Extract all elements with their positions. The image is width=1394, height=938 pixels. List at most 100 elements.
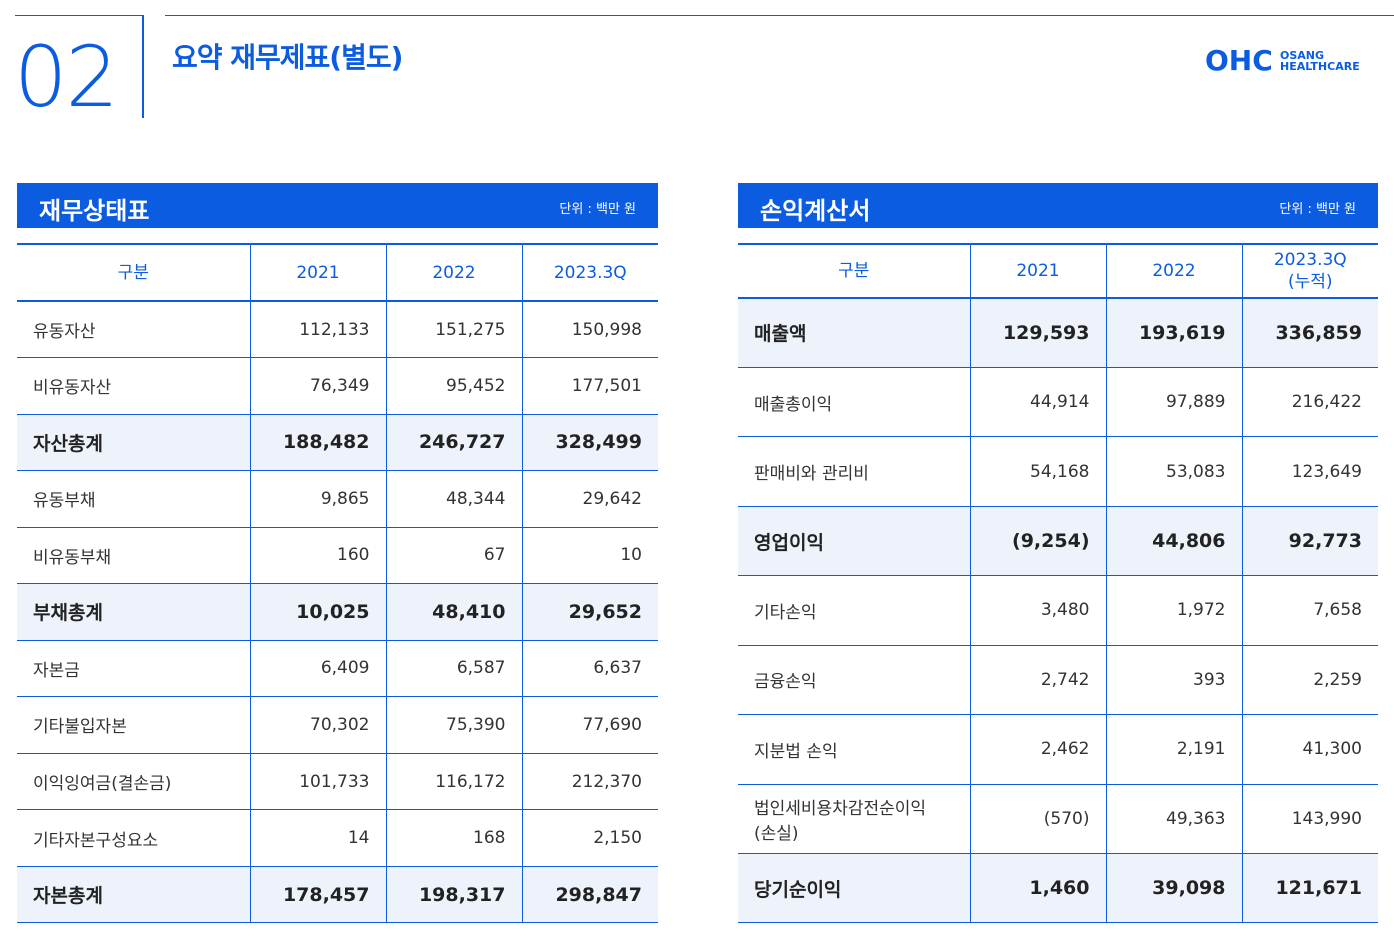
column-header: 2022 — [386, 243, 523, 302]
cell-value: 151,275 — [386, 301, 523, 359]
column-header: 구분 — [738, 243, 971, 299]
header-row: 구분 2021 2022 2023.3Q — [17, 243, 658, 302]
row-label: 이익잉여금(결손금) — [17, 753, 251, 811]
row-label: 금융손익 — [738, 645, 971, 716]
cell-value: 77,690 — [522, 696, 658, 754]
cell-value: 193,619 — [1106, 298, 1243, 368]
cell-value: 6,409 — [250, 640, 387, 698]
cell-value: 39,098 — [1106, 853, 1243, 924]
row: 비유동부채 160 67 10 — [17, 527, 658, 585]
cell-value: 1,460 — [970, 853, 1107, 924]
row: 법인세비용차감전순이익 (손실) (570) 49,363 143,990 — [738, 784, 1378, 855]
row-label: 기타불입자본 — [17, 696, 251, 754]
top-rule — [165, 15, 1394, 16]
cell-value: 3,480 — [970, 575, 1107, 646]
page-title: 요약 재무제표(별도) — [172, 41, 403, 74]
cell-value: 97,889 — [1106, 367, 1243, 438]
cell-value: 129,593 — [970, 298, 1107, 368]
cell-value: 6,637 — [522, 640, 658, 698]
row: 금융손익 2,742 393 2,259 — [738, 645, 1378, 716]
row: 기타자본구성요소 14 168 2,150 — [17, 809, 658, 867]
unit-label: 단위 : 백만 원 — [559, 202, 636, 217]
cell-value: 1,972 — [1106, 575, 1243, 646]
cell-value: 54,168 — [970, 436, 1107, 507]
row: 당기순이익 1,460 39,098 121,671 — [738, 853, 1378, 924]
cell-value: 336,859 — [1242, 298, 1378, 368]
cell-value: 188,482 — [250, 414, 387, 472]
row-label: 자본금 — [17, 640, 251, 698]
row-label: 부채총계 — [17, 583, 251, 641]
row-label: 매출액 — [738, 298, 971, 368]
cell-value: 116,172 — [386, 753, 523, 811]
row-label: 지분법 손익 — [738, 714, 971, 785]
cell-value: 123,649 — [1242, 436, 1378, 507]
column-header: 2022 — [1106, 243, 1243, 299]
row-label: 비유동부채 — [17, 527, 251, 585]
row-label: 판매비와 관리비 — [738, 436, 971, 507]
table: 구분 2021 2022 2023.3Q (누적) 매출액 129,593 193,619 3… — [738, 243, 1378, 924]
row-label: 유동자산 — [17, 301, 251, 359]
table: 구분 2021 2022 2023.3Q 유동자산 112,133 151,275 150,9… — [17, 243, 658, 924]
cell-value: 2,742 — [970, 645, 1107, 716]
cell-value: 92,773 — [1242, 506, 1378, 577]
table-header-bar: 재무상태표 단위 : 백만 원 — [17, 183, 658, 228]
cell-value: 75,390 — [386, 696, 523, 754]
row-label: 비유동자산 — [17, 357, 251, 415]
row: 매출총이익 44,914 97,889 216,422 — [738, 367, 1378, 438]
cell-value: 10,025 — [250, 583, 387, 641]
cell-value: 9,865 — [250, 470, 387, 528]
cell-value: (570) — [970, 784, 1107, 855]
row: 매출액 129,593 193,619 336,859 — [738, 298, 1378, 368]
row: 자본총계 178,457 198,317 298,847 — [17, 866, 658, 924]
cell-value: 49,363 — [1106, 784, 1243, 855]
cell-value: 212,370 — [522, 753, 658, 811]
cell-value: 44,914 — [970, 367, 1107, 438]
row: 자본금 6,409 6,587 6,637 — [17, 640, 658, 698]
cell-value: 2,462 — [970, 714, 1107, 785]
cell-value: 143,990 — [1242, 784, 1378, 855]
row-label: 영업이익 — [738, 506, 971, 577]
cell-value: 101,733 — [250, 753, 387, 811]
cell-value: 6,587 — [386, 640, 523, 698]
column-header: 2023.3Q — [522, 243, 658, 302]
cell-value: 29,642 — [522, 470, 658, 528]
section-number: 02 — [14, 28, 119, 126]
cell-value: 95,452 — [386, 357, 523, 415]
row: 지분법 손익 2,462 2,191 41,300 — [738, 714, 1378, 785]
row: 이익잉여금(결손금) 101,733 116,172 212,370 — [17, 753, 658, 811]
cell-value: 150,998 — [522, 301, 658, 359]
logo-line: OSANG — [1280, 49, 1325, 62]
row-label: 법인세비용차감전순이익 (손실) — [738, 784, 971, 855]
cell-value: 178,457 — [250, 866, 387, 924]
cell-value: 328,499 — [522, 414, 658, 472]
row-label: 자산총계 — [17, 414, 251, 472]
row-label: 당기순이익 — [738, 853, 971, 924]
cell-value: 41,300 — [1242, 714, 1378, 785]
row: 유동부채 9,865 48,344 29,642 — [17, 470, 658, 528]
row-label: 자본총계 — [17, 866, 251, 924]
row: 기타손익 3,480 1,972 7,658 — [738, 575, 1378, 646]
row: 비유동자산 76,349 95,452 177,501 — [17, 357, 658, 415]
unit-label: 단위 : 백만 원 — [1279, 202, 1356, 217]
row-label: 기타자본구성요소 — [17, 809, 251, 867]
cell-value: 10 — [522, 527, 658, 585]
cell-value: 121,671 — [1242, 853, 1378, 924]
cell-value: 2,191 — [1106, 714, 1243, 785]
cell-value: 48,344 — [386, 470, 523, 528]
cell-value: 53,083 — [1106, 436, 1243, 507]
cell-value: 67 — [386, 527, 523, 585]
cell-value: 48,410 — [386, 583, 523, 641]
cell-value: 76,349 — [250, 357, 387, 415]
row: 기타불입자본 70,302 75,390 77,690 — [17, 696, 658, 754]
row: 부채총계 10,025 48,410 29,652 — [17, 583, 658, 641]
cell-value: 70,302 — [250, 696, 387, 754]
row: 판매비와 관리비 54,168 53,083 123,649 — [738, 436, 1378, 507]
cell-value: 44,806 — [1106, 506, 1243, 577]
cell-value: 112,133 — [250, 301, 387, 359]
table-title: 손익계산서 — [760, 197, 871, 225]
row: 자산총계 188,482 246,727 328,499 — [17, 414, 658, 472]
cell-value: 216,422 — [1242, 367, 1378, 438]
column-header: 구분 — [17, 243, 251, 302]
cell-value: 2,259 — [1242, 645, 1378, 716]
cell-value: (9,254) — [970, 506, 1107, 577]
